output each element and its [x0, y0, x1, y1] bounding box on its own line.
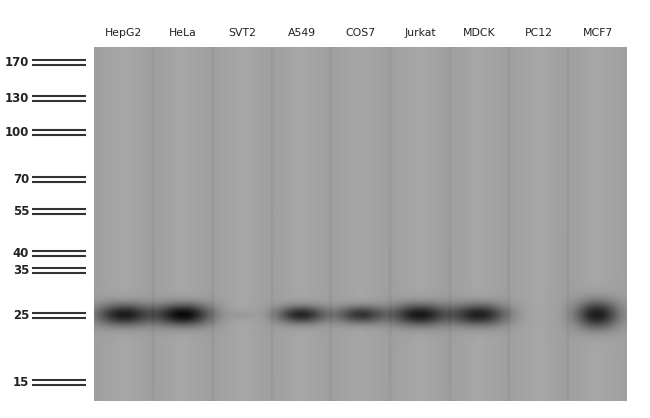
Text: 100: 100: [5, 126, 29, 139]
Text: 40: 40: [13, 247, 29, 260]
Text: Jurkat: Jurkat: [404, 28, 436, 38]
Text: 70: 70: [13, 173, 29, 186]
Text: 15: 15: [13, 376, 29, 389]
Text: 25: 25: [13, 308, 29, 322]
Text: MCF7: MCF7: [582, 28, 613, 38]
Text: 130: 130: [5, 92, 29, 104]
Text: HeLa: HeLa: [169, 28, 197, 38]
Text: PC12: PC12: [525, 28, 552, 38]
Text: MDCK: MDCK: [463, 28, 495, 38]
Text: HepG2: HepG2: [105, 28, 142, 38]
Text: 55: 55: [13, 205, 29, 218]
Text: SVT2: SVT2: [228, 28, 256, 38]
Text: 170: 170: [5, 56, 29, 69]
Text: 35: 35: [13, 264, 29, 278]
Text: COS7: COS7: [346, 28, 376, 38]
Text: A549: A549: [287, 28, 316, 38]
